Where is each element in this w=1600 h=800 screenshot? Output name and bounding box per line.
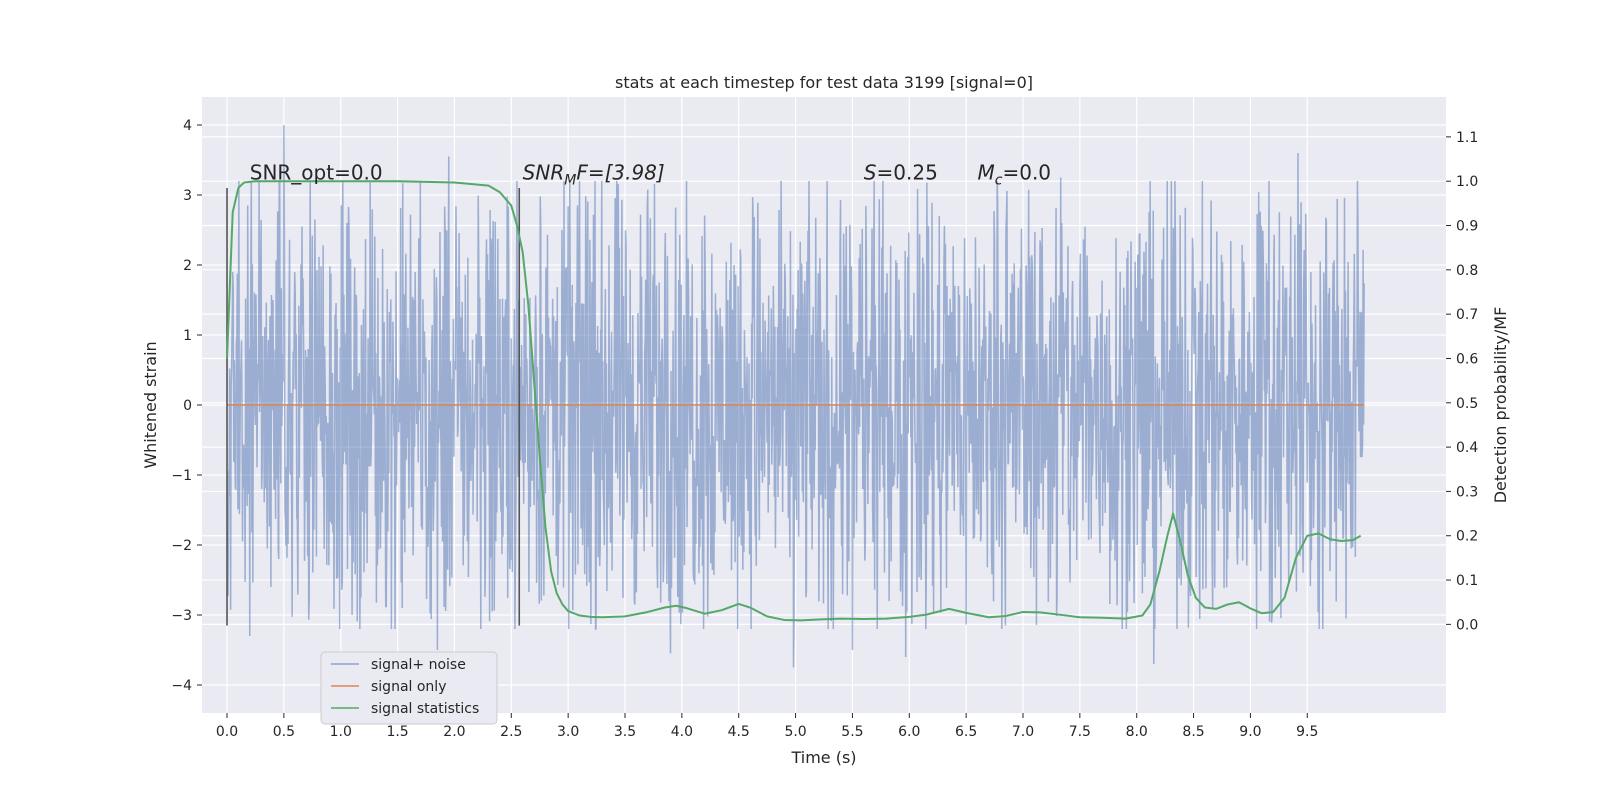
x-tick-label-8: 4.0: [671, 724, 693, 740]
x-tick-label-1: 0.5: [273, 724, 295, 740]
y-right-tick-label-7: 0.7: [1456, 307, 1478, 323]
y-right-tick-label-10: 1.0: [1456, 174, 1478, 190]
legend: signal+ noise signal only signal statist…: [320, 651, 498, 725]
y-right-axis-label: Detection probability/MF: [1491, 307, 1510, 504]
x-axis-label: Time (s): [790, 748, 856, 767]
annotation-snr-opt: SNR_opt=0.0: [250, 161, 383, 185]
x-tick-label-3: 1.5: [386, 724, 408, 740]
x-tick-label-6: 3.0: [557, 724, 579, 740]
legend-label-signal-statistics: signal statistics: [371, 701, 479, 717]
y-tick-label-3: −1: [171, 468, 192, 484]
y-right-tick-label-3: 0.3: [1456, 484, 1478, 500]
vertical-markers: [226, 188, 521, 626]
y-axis-ticks: −4 −3 −2 −1 0 1 2 3 4: [171, 118, 202, 694]
x-tick-label-16: 8.0: [1126, 724, 1148, 740]
y-tick-label-6: 2: [183, 258, 192, 274]
y-right-tick-label-1: 0.1: [1456, 573, 1478, 589]
y-right-tick-label-2: 0.2: [1456, 529, 1478, 545]
x-tick-label-4: 2.0: [443, 724, 465, 740]
s-rest: =0.25: [877, 161, 938, 185]
x-tick-label-12: 6.0: [898, 724, 920, 740]
legend-label-signal-noise: signal+ noise: [371, 657, 466, 673]
mc-base: M: [978, 161, 995, 185]
x-tick-label-7: 3.5: [614, 724, 636, 740]
s-symbol: S: [864, 161, 877, 185]
x-tick-label-14: 7.0: [1012, 724, 1034, 740]
legend-label-signal-only: signal only: [371, 679, 446, 695]
x-tick-label-5: 2.5: [500, 724, 522, 740]
y-right-tick-label-8: 0.8: [1456, 263, 1478, 279]
y-axis-label: Whitened strain: [141, 341, 160, 468]
x-tick-label-17: 8.5: [1182, 724, 1204, 740]
signal-noise-line: [226, 124, 1365, 668]
x-tick-label-15: 7.5: [1069, 724, 1091, 740]
x-tick-label-11: 5.5: [841, 724, 863, 740]
y-right-tick-label-11: 1.1: [1456, 130, 1478, 146]
snr-mf-subscript: M: [564, 173, 576, 189]
y-tick-label-1: −3: [171, 608, 192, 624]
y-right-tick-label-5: 0.5: [1456, 396, 1478, 412]
mc-rest: =0.0: [1002, 161, 1051, 185]
x-tick-label-18: 9.0: [1239, 724, 1261, 740]
annotation-mc: Mc=0.0: [978, 161, 1052, 189]
legend-box: [320, 651, 498, 725]
y-right-tick-label-9: 0.9: [1456, 219, 1478, 235]
y-tick-label-4: 0: [183, 398, 192, 414]
mc-subscript: c: [995, 173, 1003, 189]
x-tick-label-10: 5.0: [784, 724, 806, 740]
y-tick-label-0: −4: [171, 678, 192, 694]
x-tick-label-13: 6.5: [955, 724, 977, 740]
x-tick-label-19: 9.5: [1296, 724, 1318, 740]
y-right-tick-label-6: 0.6: [1456, 351, 1478, 367]
snr-mf-base: SNR: [523, 161, 565, 185]
y-right-axis-ticks: 0.0 0.1 0.2 0.3 0.4 0.5 0.6 0.7 0.8 0.9 1.0 1.1: [1446, 130, 1478, 633]
y-right-tick-label-0: 0.0: [1456, 617, 1478, 633]
series-signal-noise: [226, 124, 1365, 668]
y-tick-label-7: 3: [183, 188, 192, 204]
annotation-snr-mf: SNRMF=[3.98]: [523, 161, 665, 189]
x-tick-label-2: 1.0: [330, 724, 352, 740]
x-tick-label-0: 0.0: [216, 724, 238, 740]
y-right-tick-label-4: 0.4: [1456, 440, 1478, 456]
chart-title: stats at each timestep for test data 319…: [615, 73, 1033, 92]
y-tick-label-8: 4: [183, 118, 192, 134]
signal-statistics-line: [226, 180, 1362, 622]
annotation-s: S=0.25: [864, 161, 938, 185]
y-tick-label-2: −2: [171, 538, 192, 554]
x-axis-ticks: 0.0 0.5 1.0 1.5 2.0 2.5 3.0 3.5 4.0 4.5 5.0 5.5 6.0 6…: [216, 713, 1318, 740]
snr-mf-rest: F=[3.98]: [576, 161, 664, 185]
series-signal-statistics: [226, 180, 1362, 622]
x-tick-label-9: 4.5: [728, 724, 750, 740]
y-tick-label-5: 1: [183, 328, 192, 344]
